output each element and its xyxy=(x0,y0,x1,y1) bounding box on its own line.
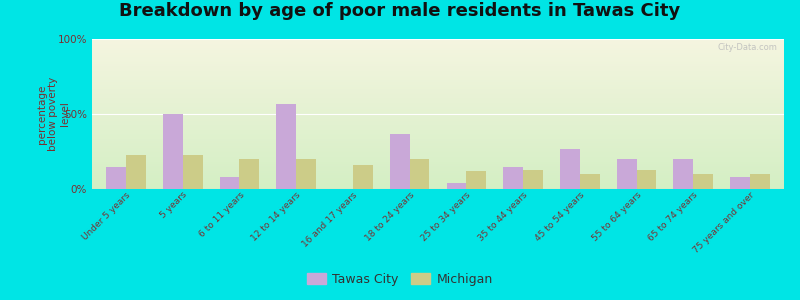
Bar xyxy=(390,134,410,189)
Bar xyxy=(410,159,430,189)
Bar xyxy=(276,103,296,189)
Bar xyxy=(750,174,770,189)
Bar xyxy=(182,154,202,189)
Bar xyxy=(446,183,466,189)
Y-axis label: percentage
below poverty
level: percentage below poverty level xyxy=(37,77,70,151)
Bar xyxy=(503,167,523,189)
Bar xyxy=(637,169,656,189)
Bar xyxy=(106,167,126,189)
Bar xyxy=(466,171,486,189)
Bar xyxy=(353,165,373,189)
Text: City-Data.com: City-Data.com xyxy=(718,44,777,52)
Bar xyxy=(617,159,637,189)
Bar xyxy=(220,177,239,189)
Bar xyxy=(560,148,580,189)
Bar xyxy=(523,169,543,189)
Bar xyxy=(126,154,146,189)
Bar xyxy=(730,177,750,189)
Bar xyxy=(296,159,316,189)
Bar xyxy=(694,174,713,189)
Text: Breakdown by age of poor male residents in Tawas City: Breakdown by age of poor male residents … xyxy=(119,2,681,20)
Bar xyxy=(239,159,259,189)
Legend: Tawas City, Michigan: Tawas City, Michigan xyxy=(302,268,498,291)
Bar xyxy=(163,114,182,189)
Bar xyxy=(580,174,600,189)
Bar xyxy=(674,159,694,189)
